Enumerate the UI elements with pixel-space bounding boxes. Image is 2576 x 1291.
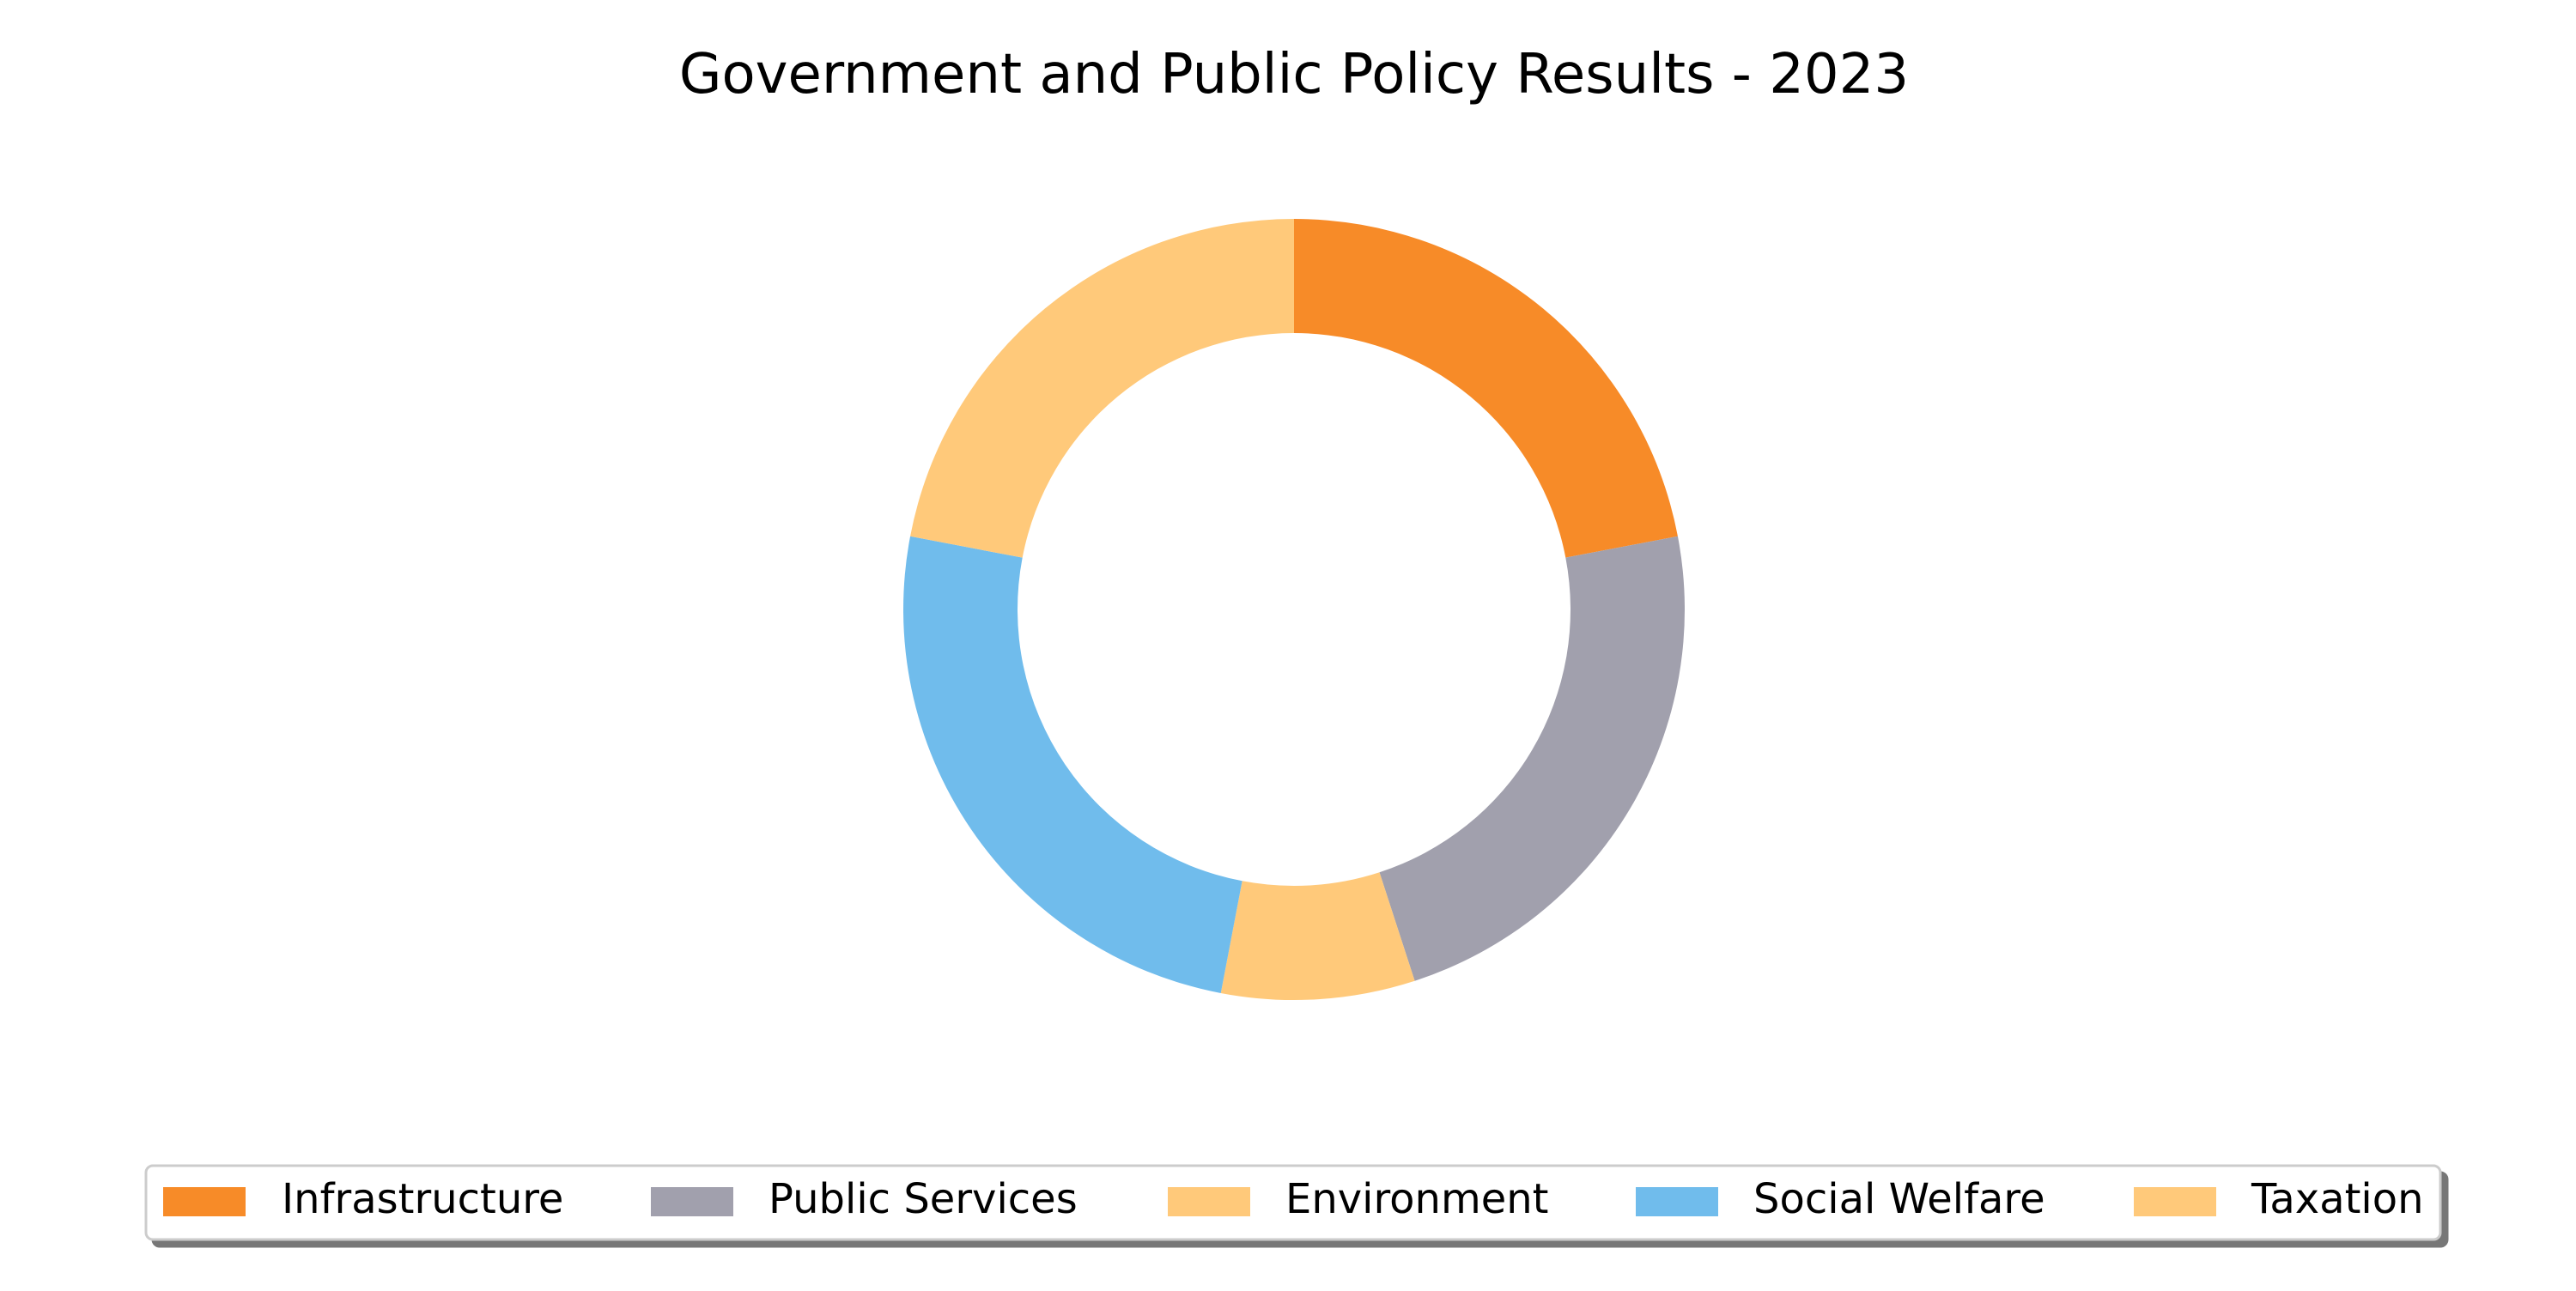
legend-label-taxation: Taxation [2251,1175,2424,1223]
legend: Infrastructure Public Services Environment… [144,1164,2442,1241]
slice-infrastructure [1294,219,1678,558]
legend-frame [144,1164,2442,1241]
slice-environment [1220,872,1415,1000]
legend-swatch-infrastructure [163,1187,246,1216]
legend-label-environment: Environment [1285,1175,1549,1223]
legend-label-infrastructure: Infrastructure [282,1175,563,1223]
chart-title: Government and Public Policy Results - 2… [679,43,1909,106]
legend-label-social-welfare: Social Welfare [1753,1175,2045,1223]
legend-entries: Infrastructure Public Services Environment… [163,1175,2424,1223]
legend-swatch-public-services [651,1187,733,1216]
legend-swatch-social-welfare [1636,1187,1718,1216]
donut-slices [903,219,1685,1000]
legend-swatch-environment [1168,1187,1250,1216]
slice-taxation [910,219,1294,558]
slice-social-welfare [903,536,1242,993]
legend-label-public-services: Public Services [769,1175,1078,1223]
legend-swatch-taxation [2134,1187,2216,1216]
slice-public-services [1379,536,1685,981]
